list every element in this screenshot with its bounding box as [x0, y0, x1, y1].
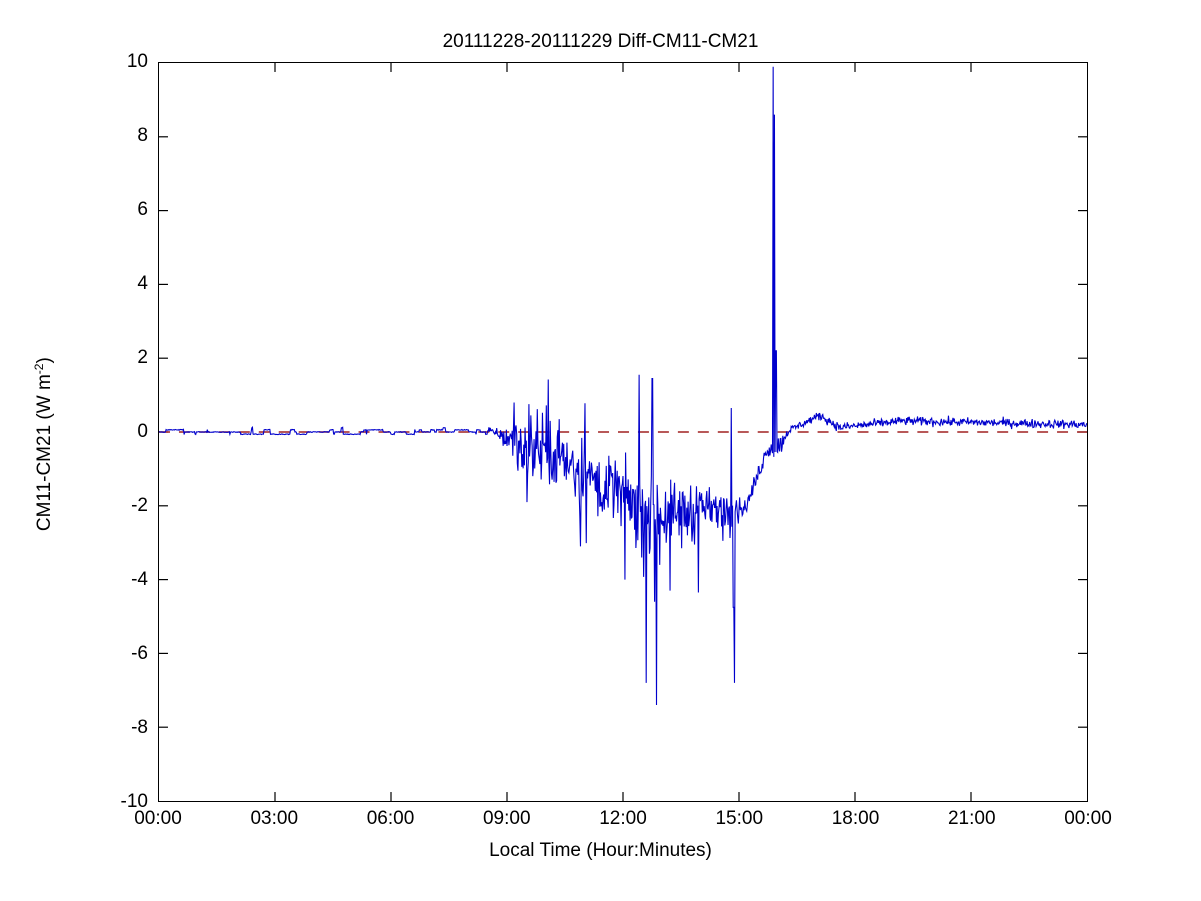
chart-accessible-summary: Pyranometer difference time series; near…: [0, 0, 1, 1]
y-tick-label: 8: [137, 125, 148, 146]
y-axis-label: CM11-CM21 (W m-2): [32, 204, 56, 684]
y-axis-label-main: CM11-CM21 (W m: [34, 374, 56, 532]
x-tick-label: 03:00: [250, 808, 299, 829]
y-tick-label: -10: [120, 791, 148, 812]
y-tick-label: 2: [137, 347, 148, 368]
y-tick-label: 6: [137, 199, 148, 220]
y-tick-label: -2: [131, 495, 148, 516]
x-axis-label: Local Time (Hour:Minutes): [489, 840, 712, 861]
data-series-line: [159, 66, 1087, 706]
y-tick-label: -8: [131, 717, 148, 738]
x-tick-label: 12:00: [599, 808, 647, 829]
y-tick-label: 0: [137, 421, 148, 442]
x-tick-label: 00:00: [134, 808, 182, 829]
x-tick-label: 06:00: [366, 808, 415, 829]
y-axis-label-close: ): [34, 357, 56, 364]
plot-area: [158, 62, 1088, 802]
y-axis-label-exponent: -2: [31, 363, 46, 375]
x-tick-label: 09:00: [482, 808, 531, 829]
plot-svg: [159, 63, 1087, 801]
x-tick-label: 18:00: [831, 808, 880, 829]
x-tick-label: 21:00: [947, 808, 996, 829]
x-tick-label: 00:00: [1064, 808, 1112, 829]
y-tick-label: 4: [137, 273, 148, 294]
page-title: 20111228-20111229 Diff-CM11-CM21: [442, 31, 759, 52]
y-tick-label: -6: [131, 643, 148, 664]
x-tick-label: 15:00: [715, 808, 764, 829]
y-tick-label: -4: [131, 569, 148, 590]
y-tick-label: 10: [126, 51, 148, 72]
